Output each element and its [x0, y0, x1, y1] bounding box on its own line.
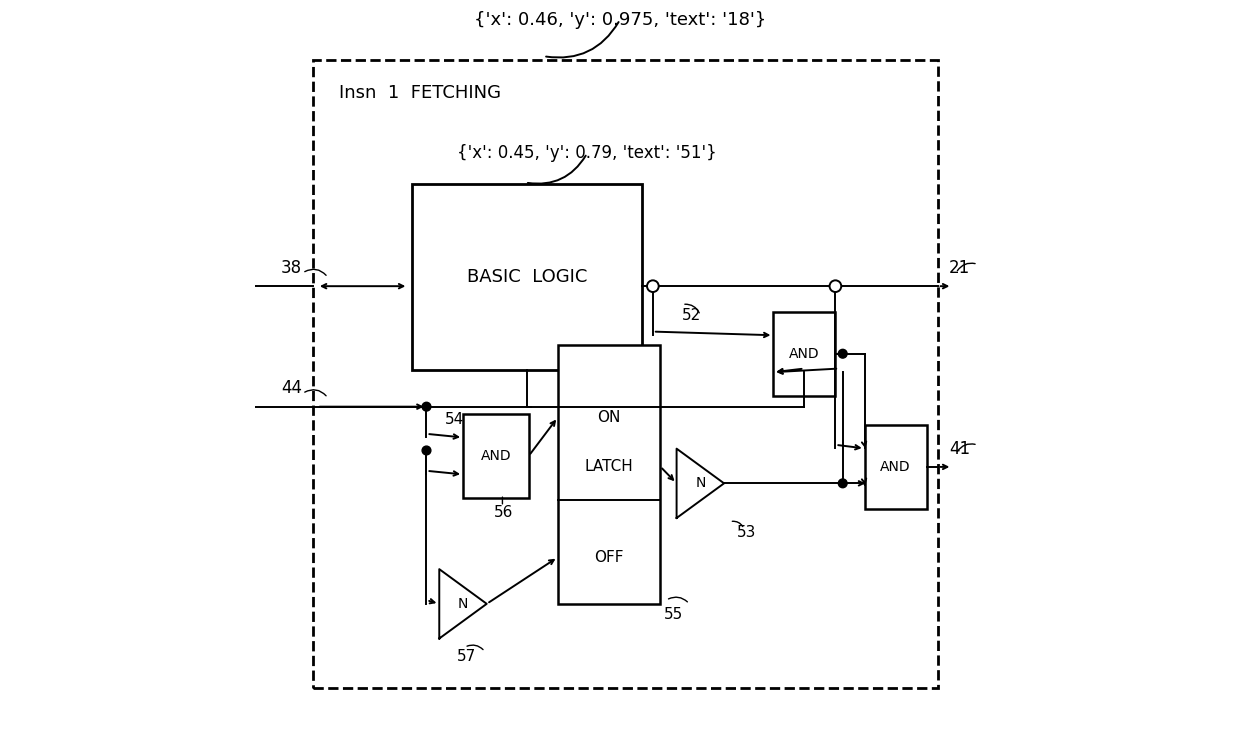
Text: ON: ON [598, 410, 621, 424]
Bar [314, 60, 937, 688]
Circle shape [422, 446, 430, 455]
Bar [463, 414, 528, 498]
Text: 53: 53 [737, 525, 756, 540]
Circle shape [838, 350, 847, 358]
Text: 44: 44 [281, 380, 301, 397]
Text: {'x': 0.46, 'y': 0.975, 'text': '18'}: {'x': 0.46, 'y': 0.975, 'text': '18'} [474, 11, 766, 29]
Text: BASIC  LOGIC: BASIC LOGIC [466, 268, 587, 286]
Circle shape [838, 479, 847, 487]
Text: 38: 38 [280, 259, 303, 277]
Text: 21: 21 [949, 259, 970, 277]
Circle shape [830, 280, 841, 292]
Bar [412, 184, 642, 370]
Bar [774, 312, 836, 396]
Circle shape [647, 280, 658, 292]
Text: Insn  1  FETCHING: Insn 1 FETCHING [339, 84, 501, 102]
Text: 56: 56 [494, 505, 513, 520]
Text: {'x': 0.45, 'y': 0.79, 'text': '51'}: {'x': 0.45, 'y': 0.79, 'text': '51'} [458, 144, 717, 162]
Text: AND: AND [481, 449, 511, 463]
Text: N: N [458, 597, 469, 611]
Text: N: N [696, 476, 706, 490]
Text: 52: 52 [682, 308, 702, 323]
Circle shape [422, 402, 430, 411]
Text: OFF: OFF [594, 550, 624, 564]
Bar [558, 345, 660, 604]
Text: 57: 57 [458, 649, 476, 664]
Text: 55: 55 [663, 607, 683, 622]
Text: 54: 54 [445, 412, 464, 427]
Text: 41: 41 [949, 440, 970, 457]
Bar [864, 425, 926, 509]
Text: AND: AND [880, 460, 911, 474]
Text: LATCH: LATCH [585, 459, 634, 474]
Text: AND: AND [789, 347, 820, 361]
